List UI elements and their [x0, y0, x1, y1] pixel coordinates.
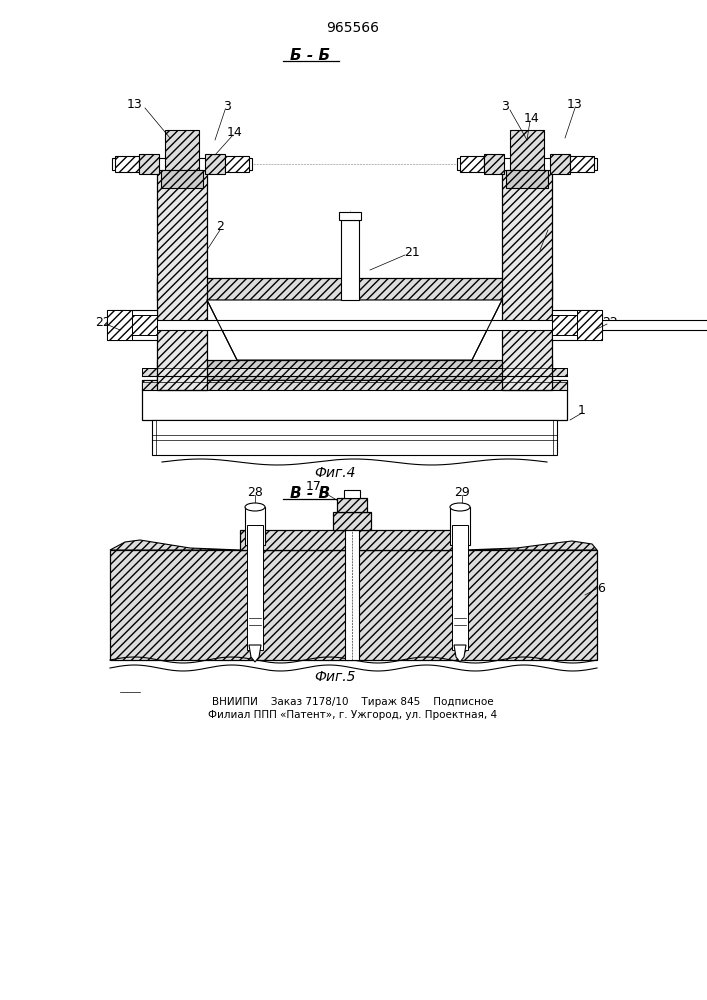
- Bar: [552, 310, 602, 340]
- Bar: [205, 154, 225, 174]
- Text: 21: 21: [404, 246, 420, 259]
- Text: 3: 3: [501, 101, 509, 113]
- Polygon shape: [207, 300, 502, 360]
- Bar: [552, 315, 577, 335]
- Text: 965566: 965566: [327, 21, 380, 35]
- Bar: [107, 320, 707, 330]
- Text: 6: 6: [597, 582, 605, 594]
- Text: ВНИИПИ    Заказ 7178/10    Тираж 845    Подписное: ВНИИПИ Заказ 7178/10 Тираж 845 Подписное: [212, 697, 493, 707]
- Bar: [450, 507, 470, 545]
- Text: 2: 2: [541, 221, 549, 233]
- Bar: [506, 170, 548, 188]
- Bar: [550, 154, 570, 174]
- Bar: [337, 498, 367, 512]
- Ellipse shape: [450, 503, 470, 511]
- Bar: [161, 170, 203, 188]
- Bar: [157, 360, 552, 380]
- Text: 13: 13: [127, 99, 143, 111]
- Text: 17: 17: [306, 481, 322, 493]
- Text: 3: 3: [223, 101, 231, 113]
- Text: 29: 29: [454, 486, 470, 498]
- Text: Фиг.5: Фиг.5: [314, 670, 356, 684]
- Text: Филиал ППП «Патент», г. Ужгород, ул. Проектная, 4: Филиал ППП «Патент», г. Ужгород, ул. Про…: [209, 710, 498, 720]
- Text: 22: 22: [95, 316, 111, 328]
- Polygon shape: [465, 541, 597, 550]
- Bar: [345, 500, 359, 660]
- Bar: [142, 380, 567, 420]
- Bar: [107, 310, 132, 340]
- Bar: [107, 310, 157, 340]
- Bar: [132, 315, 157, 335]
- Bar: [142, 380, 567, 390]
- Bar: [341, 220, 359, 300]
- Bar: [115, 156, 139, 172]
- Bar: [344, 490, 360, 498]
- Bar: [333, 512, 371, 530]
- Bar: [157, 170, 207, 390]
- Bar: [502, 170, 552, 390]
- Ellipse shape: [245, 503, 265, 511]
- Bar: [570, 156, 594, 172]
- Bar: [240, 530, 465, 550]
- Bar: [152, 420, 557, 455]
- Text: 14: 14: [524, 111, 540, 124]
- Text: 14: 14: [227, 125, 243, 138]
- Bar: [484, 154, 504, 174]
- Bar: [165, 130, 199, 170]
- Bar: [247, 525, 263, 650]
- Bar: [245, 507, 265, 545]
- Text: 22: 22: [602, 316, 618, 328]
- Bar: [510, 130, 544, 170]
- Text: 13: 13: [567, 99, 583, 111]
- Bar: [139, 154, 159, 174]
- Text: 1: 1: [578, 403, 586, 416]
- Bar: [157, 278, 552, 300]
- Text: Фиг.4: Фиг.4: [314, 466, 356, 480]
- Bar: [339, 212, 361, 220]
- Text: В - В: В - В: [290, 486, 330, 500]
- Bar: [110, 550, 597, 660]
- Polygon shape: [249, 645, 261, 662]
- Text: 28: 28: [247, 486, 263, 498]
- Polygon shape: [110, 540, 240, 550]
- Bar: [577, 310, 602, 340]
- Bar: [460, 156, 484, 172]
- Bar: [452, 525, 468, 650]
- Bar: [142, 368, 567, 376]
- Bar: [112, 158, 252, 170]
- Text: Б - Б: Б - Б: [290, 47, 330, 62]
- Text: 2: 2: [216, 221, 224, 233]
- Bar: [225, 156, 249, 172]
- Bar: [457, 158, 597, 170]
- Polygon shape: [454, 645, 466, 662]
